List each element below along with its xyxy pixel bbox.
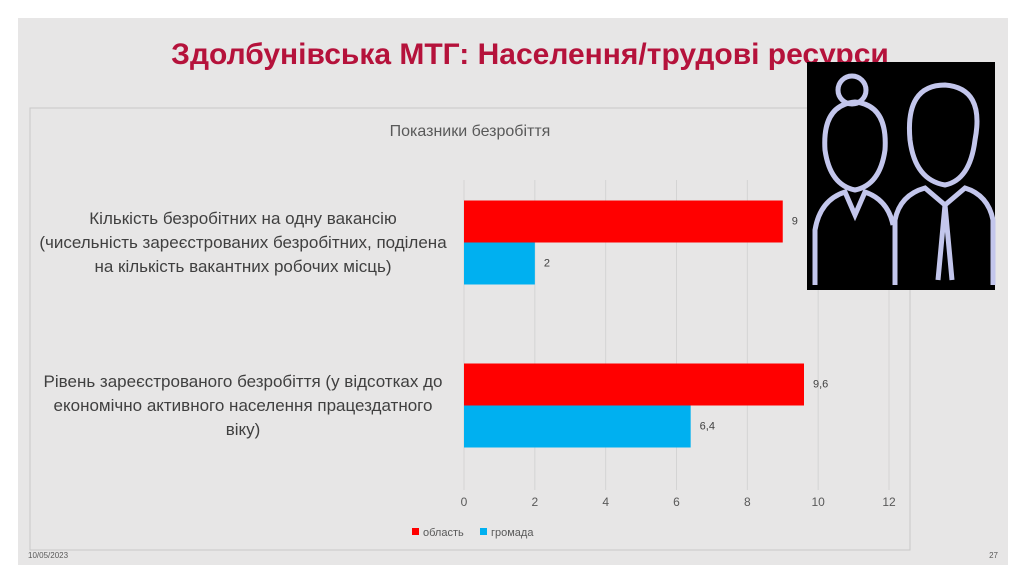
chart-title: Показники безробіття	[390, 123, 551, 140]
category-label: Кількість безробітних на одну вакансію (…	[39, 208, 447, 276]
slide-title: Здолбунівська МТГ: Населення/трудові рес…	[171, 38, 889, 71]
x-tick-label: 2	[531, 495, 538, 509]
data-label: 9	[792, 215, 798, 227]
people-icon	[807, 62, 996, 290]
x-tick-label: 10	[811, 495, 825, 509]
legend-label: громада	[491, 527, 534, 539]
x-tick-label: 4	[602, 495, 609, 509]
data-label: 6,4	[700, 420, 715, 432]
legend-label: область	[423, 527, 464, 539]
bar	[464, 405, 691, 448]
category-label: Рівень зареєстрованого безробіття (у від…	[43, 371, 443, 439]
x-tick-label: 6	[673, 495, 680, 509]
x-tick-label: 12	[882, 495, 896, 509]
bar	[464, 242, 535, 285]
chart-frame	[29, 107, 911, 551]
date: 10/05/2023	[28, 551, 69, 560]
page-number: 27	[989, 551, 998, 560]
data-label: 9,6	[813, 378, 828, 390]
legend-swatch	[480, 528, 487, 535]
bar	[464, 363, 804, 406]
x-tick-label: 8	[744, 495, 751, 509]
bar	[464, 200, 783, 243]
data-label: 2	[544, 257, 550, 269]
legend-swatch	[412, 528, 419, 535]
x-tick-label: 0	[461, 495, 468, 509]
